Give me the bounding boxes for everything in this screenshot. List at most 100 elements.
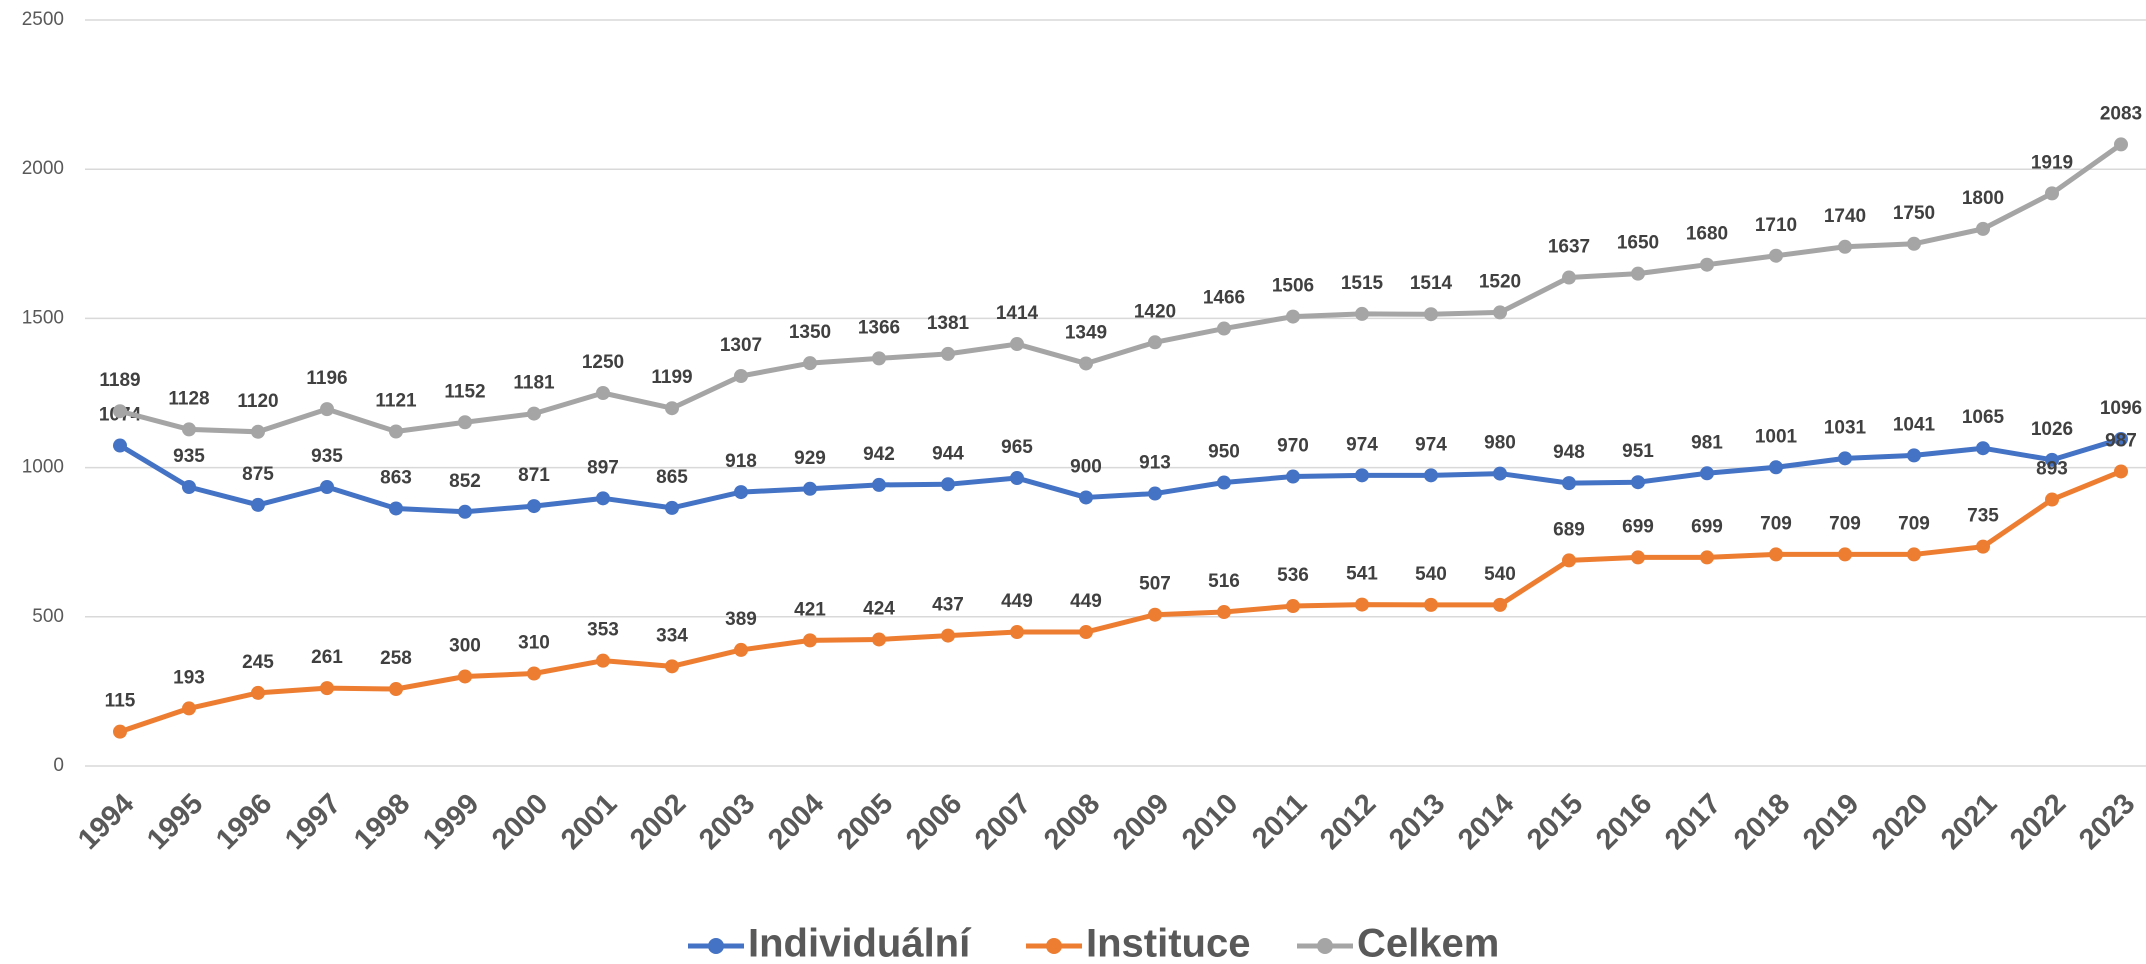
legend-label: Instituce <box>1086 922 1250 964</box>
data-point <box>734 642 748 657</box>
data-label: 942 <box>863 444 895 465</box>
data-label: 987 <box>2105 430 2137 451</box>
y-tick-label: 2000 <box>22 158 64 179</box>
y-tick-label: 500 <box>32 606 64 627</box>
data-label: 261 <box>311 647 343 668</box>
data-label: 913 <box>1139 453 1171 474</box>
data-point <box>1217 321 1231 336</box>
data-label: 1466 <box>1203 288 1245 309</box>
legend-label: Celkem <box>1357 922 1499 964</box>
data-point <box>1976 539 1990 554</box>
data-point <box>1355 468 1369 483</box>
data-label: 951 <box>1622 441 1654 462</box>
data-label: 709 <box>1829 513 1861 534</box>
x-tick-label: 2009 <box>1107 788 1175 856</box>
x-tick-label: 2023 <box>2073 788 2141 856</box>
data-point <box>596 653 610 668</box>
data-point <box>665 401 679 416</box>
data-point <box>872 351 886 366</box>
data-label: 1414 <box>996 303 1039 324</box>
data-point <box>1493 597 1507 612</box>
data-label: 865 <box>656 467 688 488</box>
data-point <box>458 415 472 430</box>
data-label: 300 <box>449 635 481 656</box>
data-label: 258 <box>380 648 412 669</box>
data-label: 449 <box>1001 591 1033 612</box>
data-point <box>527 666 541 681</box>
data-point <box>803 356 817 371</box>
data-point <box>1562 553 1576 568</box>
data-label: 2083 <box>2100 103 2142 124</box>
data-label: 1740 <box>1824 206 1866 227</box>
data-point <box>320 402 334 417</box>
data-point <box>527 406 541 421</box>
data-label: 1506 <box>1272 276 1314 297</box>
data-point <box>1631 475 1645 490</box>
x-tick-label: 2006 <box>900 788 968 856</box>
data-point <box>872 477 886 492</box>
data-label: 1096 <box>2100 398 2142 419</box>
data-label: 980 <box>1484 433 1516 454</box>
data-point <box>1907 547 1921 562</box>
data-point <box>1493 305 1507 320</box>
data-point <box>1769 248 1783 263</box>
data-point <box>596 386 610 400</box>
data-label: 950 <box>1208 442 1240 463</box>
data-label: 1181 <box>513 373 555 394</box>
data-point <box>2114 464 2128 479</box>
data-label: 974 <box>1415 434 1447 455</box>
x-tick-label: 2002 <box>624 788 692 856</box>
data-label: 1128 <box>168 388 209 409</box>
data-label: 709 <box>1898 513 1930 534</box>
data-point <box>2114 137 2128 152</box>
data-point <box>1769 547 1783 562</box>
data-label: 1120 <box>237 391 278 412</box>
data-point <box>1424 597 1438 612</box>
data-label: 540 <box>1415 564 1447 585</box>
data-label: 1710 <box>1755 215 1797 236</box>
data-point <box>1010 471 1024 486</box>
legend-label: Individuální <box>748 922 972 964</box>
x-tick-label: 2001 <box>555 788 623 856</box>
data-point <box>1562 476 1576 491</box>
data-label: 193 <box>173 667 205 688</box>
data-point <box>251 424 265 439</box>
data-label: 1514 <box>1410 273 1453 294</box>
data-label: 871 <box>518 465 550 486</box>
data-label: 689 <box>1553 519 1585 540</box>
data-label: 965 <box>1001 437 1033 458</box>
data-point <box>941 477 955 492</box>
data-point <box>1424 468 1438 483</box>
data-label: 1349 <box>1065 322 1107 343</box>
x-tick-label: 2017 <box>1659 788 1727 856</box>
data-point <box>389 501 403 516</box>
data-label: 1515 <box>1341 273 1384 294</box>
data-point <box>1769 460 1783 475</box>
data-label: 735 <box>1967 506 1999 527</box>
data-point <box>1355 597 1369 612</box>
legend-marker <box>1317 938 1333 954</box>
data-label: 1680 <box>1686 224 1728 245</box>
x-tick-label: 2013 <box>1383 788 1451 856</box>
data-point <box>1079 490 1093 505</box>
data-label: 1307 <box>720 335 762 356</box>
data-point <box>1562 270 1576 285</box>
data-label: 1637 <box>1548 237 1590 258</box>
series-line <box>119 142 2123 435</box>
data-point <box>1010 625 1024 640</box>
data-label: 935 <box>311 446 343 467</box>
data-point <box>389 682 403 697</box>
data-label: 699 <box>1691 516 1723 537</box>
data-point <box>734 368 748 383</box>
x-tick-label: 2011 <box>1246 788 1313 855</box>
data-label: 424 <box>863 598 895 619</box>
data-point <box>251 497 265 512</box>
series-line <box>119 469 2122 735</box>
data-point <box>941 346 955 361</box>
data-label: 974 <box>1346 434 1378 455</box>
data-point <box>1286 599 1300 614</box>
data-point <box>1148 335 1162 350</box>
data-point <box>320 479 334 494</box>
data-point <box>1424 307 1438 322</box>
